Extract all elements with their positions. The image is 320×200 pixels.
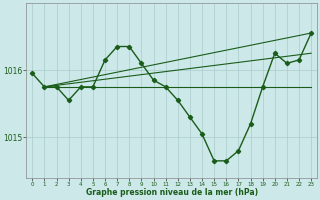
X-axis label: Graphe pression niveau de la mer (hPa): Graphe pression niveau de la mer (hPa) <box>86 188 258 197</box>
